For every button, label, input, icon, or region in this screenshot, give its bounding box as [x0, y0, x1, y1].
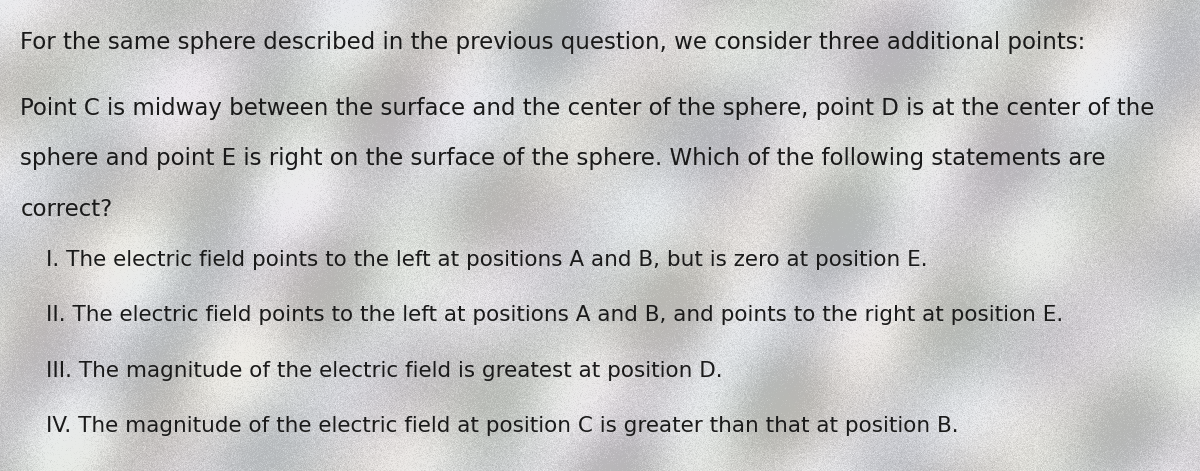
Text: III. The magnitude of the electric field is greatest at position D.: III. The magnitude of the electric field… [46, 361, 722, 381]
Text: correct?: correct? [20, 198, 113, 221]
Text: For the same sphere described in the previous question, we consider three additi: For the same sphere described in the pre… [20, 31, 1086, 54]
Text: IV. The magnitude of the electric field at position C is greater than that at po: IV. The magnitude of the electric field … [46, 416, 959, 436]
Text: II. The electric field points to the left at positions A and B, and points to th: II. The electric field points to the lef… [46, 305, 1063, 325]
Text: sphere and point E is right on the surface of the sphere. Which of the following: sphere and point E is right on the surfa… [20, 147, 1106, 171]
Text: I. The electric field points to the left at positions A and B, but is zero at po: I. The electric field points to the left… [46, 250, 928, 269]
Text: Point C is midway between the surface and the center of the sphere, point D is a: Point C is midway between the surface an… [20, 97, 1154, 120]
